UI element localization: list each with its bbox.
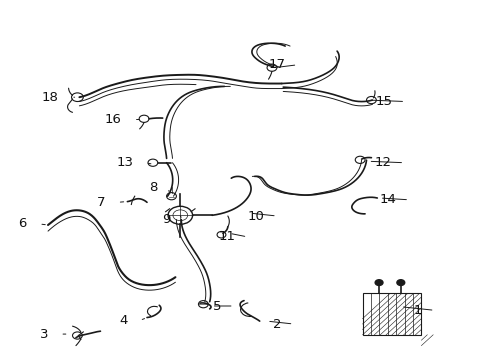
Text: 8: 8 bbox=[149, 181, 158, 194]
Text: 4: 4 bbox=[119, 314, 127, 327]
Text: 1: 1 bbox=[414, 304, 422, 317]
Text: 3: 3 bbox=[40, 328, 48, 341]
Text: 5: 5 bbox=[213, 300, 221, 312]
Text: 13: 13 bbox=[116, 156, 133, 169]
Text: 14: 14 bbox=[380, 193, 397, 206]
Text: 12: 12 bbox=[375, 156, 392, 169]
Text: 6: 6 bbox=[19, 217, 27, 230]
Text: 7: 7 bbox=[97, 196, 105, 209]
Circle shape bbox=[397, 280, 405, 285]
Text: 11: 11 bbox=[218, 230, 235, 243]
Circle shape bbox=[375, 280, 383, 285]
Text: 9: 9 bbox=[162, 213, 171, 226]
Text: 17: 17 bbox=[268, 58, 285, 71]
Text: 2: 2 bbox=[273, 318, 281, 330]
Text: 15: 15 bbox=[376, 95, 393, 108]
Text: 10: 10 bbox=[248, 210, 265, 222]
Bar bbox=[363, 293, 421, 335]
Text: 16: 16 bbox=[105, 113, 122, 126]
Text: 18: 18 bbox=[42, 91, 59, 104]
